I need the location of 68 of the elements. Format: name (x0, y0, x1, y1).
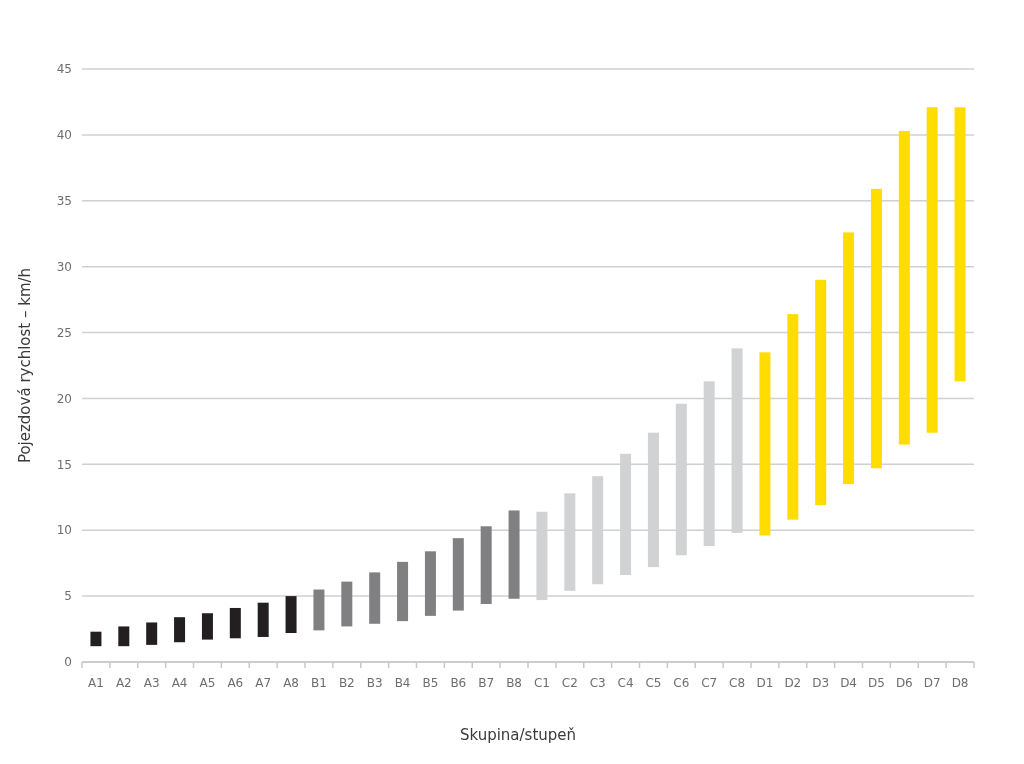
bar (341, 581, 353, 627)
x-tick-label: D5 (868, 676, 885, 690)
bar (843, 232, 855, 485)
x-tick-label: D2 (784, 676, 802, 690)
x-tick-label: A1 (88, 676, 104, 690)
bar (815, 279, 827, 506)
y-tick-label: 5 (64, 589, 72, 604)
y-tick-label: 20 (56, 391, 72, 406)
bar (954, 107, 966, 382)
x-tick-label: C8 (729, 676, 746, 690)
x-tick-label: A6 (227, 676, 244, 690)
x-tick-label: C6 (673, 676, 690, 690)
x-tick-label: C7 (701, 676, 718, 690)
bar (174, 617, 186, 643)
x-tick-label: A2 (115, 676, 132, 690)
bar (870, 188, 882, 469)
x-tick-label: D3 (812, 676, 830, 690)
x-axis-title: Skupina/stupeň (459, 726, 577, 744)
bar (257, 602, 269, 637)
bar (313, 589, 325, 631)
x-tick-label: A5 (199, 676, 216, 690)
x-tick-label: A7 (255, 676, 272, 690)
y-tick-label: 0 (64, 655, 72, 670)
y-tick-label: 15 (56, 457, 72, 472)
bar (452, 538, 464, 611)
y-tick-label: 40 (56, 128, 72, 143)
bar (508, 510, 520, 599)
bar (90, 631, 102, 647)
x-tick-label: B3 (366, 676, 383, 690)
bar (229, 607, 241, 639)
bar (424, 551, 436, 616)
x-tick-label: B8 (506, 676, 522, 690)
x-tick-label: C1 (533, 676, 550, 690)
x-tick-label: A3 (143, 676, 160, 690)
bar (397, 561, 409, 622)
x-tick-label: D1 (756, 676, 774, 690)
x-tick-label: B2 (338, 676, 355, 690)
y-axis-title: Pojezdová rychlost – km/h (16, 267, 34, 464)
x-tick-label: B4 (394, 676, 411, 690)
bar (898, 130, 910, 445)
bar (787, 314, 799, 520)
bar (480, 526, 492, 605)
x-tick-label: B6 (450, 676, 467, 690)
x-tick-label: C3 (589, 676, 606, 690)
bar (926, 107, 938, 433)
bar (146, 622, 158, 645)
bar (118, 626, 130, 647)
x-tick-label: B1 (311, 676, 327, 690)
x-tick-label: D4 (840, 676, 857, 690)
y-tick-label: 10 (56, 523, 72, 538)
x-tick-label: C2 (561, 676, 578, 690)
bar (201, 613, 213, 640)
y-tick-label: 45 (56, 62, 72, 77)
x-tick-label: C5 (645, 676, 662, 690)
bar (369, 572, 381, 624)
y-tick-label: 35 (56, 193, 72, 208)
x-tick-label: D8 (951, 676, 969, 690)
y-tick-label: 30 (56, 259, 72, 274)
x-tick-label: B7 (478, 676, 495, 690)
x-tick-label: C4 (617, 676, 634, 690)
bar (759, 352, 771, 536)
y-tick-label: 25 (56, 325, 72, 340)
bar (285, 596, 297, 634)
x-tick-label: A8 (283, 676, 299, 690)
x-tick-label: B5 (422, 676, 439, 690)
x-tick-label: D6 (895, 676, 913, 690)
x-tick-label: D7 (923, 676, 941, 690)
x-tick-label: A4 (171, 676, 188, 690)
